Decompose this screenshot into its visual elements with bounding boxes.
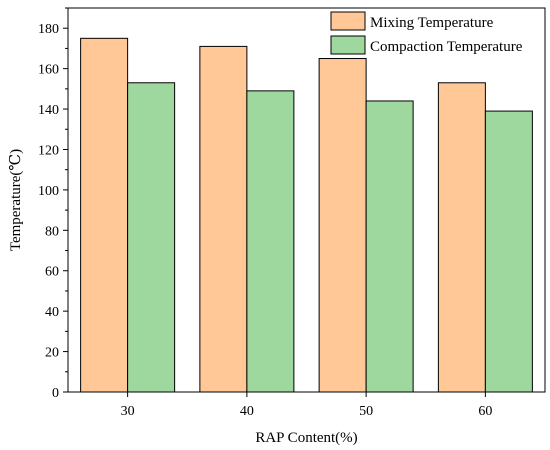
y-tick-label: 80: [45, 224, 59, 239]
legend-label-compaction: Compaction Temperature: [370, 39, 523, 55]
y-axis-title: Temperature(℃): [8, 149, 24, 251]
y-tick-label: 120: [38, 143, 59, 158]
bar-compaction-60: [484, 110, 533, 393]
y-tick-label: 140: [38, 103, 59, 118]
x-tick-label: 40: [240, 404, 254, 419]
y-tick-label: 60: [45, 265, 59, 280]
y-tick-label: 180: [38, 22, 59, 37]
legend-swatch-mixing: [330, 11, 366, 31]
y-tick-label: 40: [45, 305, 59, 320]
y-tick-label: 160: [38, 63, 59, 78]
bars-layer: [80, 37, 533, 393]
legend-swatch-compaction: [330, 35, 366, 55]
bar-mixing-60: [437, 82, 486, 393]
x-tick-label: 30: [121, 404, 135, 419]
y-tick-label: 0: [52, 386, 59, 401]
bar-compaction-50: [365, 100, 414, 393]
y-tick-label: 20: [45, 346, 59, 361]
plot-frame: [67, 7, 546, 393]
x-tick-label: 60: [478, 404, 492, 419]
bar-compaction-30: [127, 82, 176, 393]
x-axis: 30 40 50 60: [121, 392, 492, 419]
bar-mixing-40: [199, 45, 248, 393]
x-tick-label: 50: [359, 404, 373, 419]
bar-mixing-50: [318, 58, 367, 393]
bar-mixing-30: [80, 37, 129, 393]
x-axis-title: RAP Content(%): [255, 430, 357, 446]
legend: Mixing Temperature Compaction Temperature: [330, 11, 523, 55]
legend-label-mixing: Mixing Temperature: [370, 15, 494, 31]
bar-compaction-40: [246, 90, 295, 393]
y-axis: 0 20 40 60 80 100 120 140 160 180: [38, 7, 68, 401]
y-tick-label: 100: [38, 184, 59, 199]
